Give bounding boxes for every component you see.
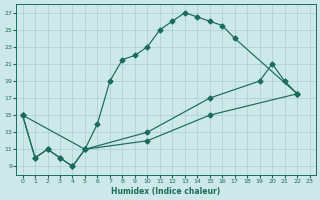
X-axis label: Humidex (Indice chaleur): Humidex (Indice chaleur) (111, 187, 221, 196)
